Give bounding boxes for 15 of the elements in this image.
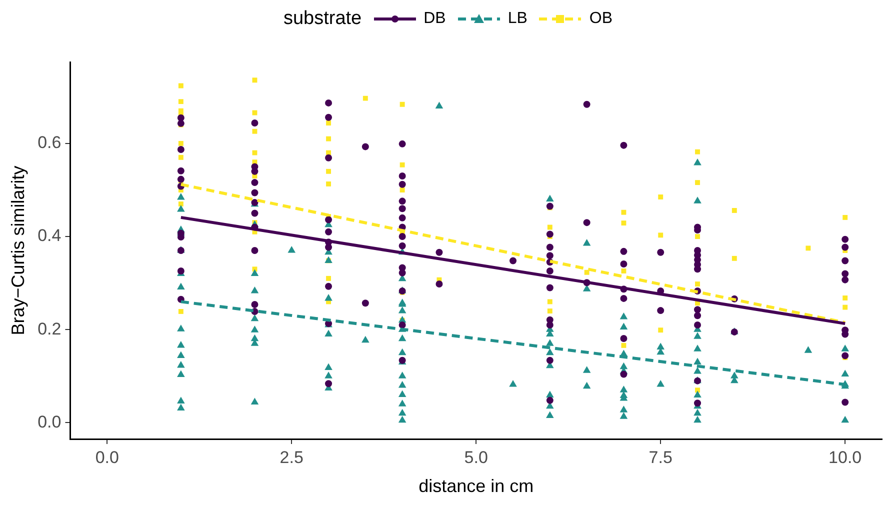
x-tick-label: 10.0 bbox=[828, 448, 862, 467]
legend-title: substrate bbox=[283, 8, 362, 30]
x-tick-label: 0.0 bbox=[95, 448, 119, 467]
legend-label: OB bbox=[589, 10, 613, 28]
legend-label: DB bbox=[424, 10, 446, 28]
y-tick-label: 0.6 bbox=[38, 133, 62, 152]
legend-label: LB bbox=[508, 10, 528, 28]
x-tick-label: 7.5 bbox=[648, 448, 672, 467]
x-axis-title: distance in cm bbox=[418, 476, 534, 496]
x-tick-label: 2.5 bbox=[280, 448, 304, 467]
y-axis-title: Bray−Curtis similarity bbox=[8, 166, 28, 336]
y-tick-label: 0.2 bbox=[38, 319, 62, 338]
x-tick-label: 5.0 bbox=[464, 448, 488, 467]
y-tick-label: 0.4 bbox=[38, 226, 62, 246]
y-tick-label: 0.0 bbox=[38, 412, 62, 432]
